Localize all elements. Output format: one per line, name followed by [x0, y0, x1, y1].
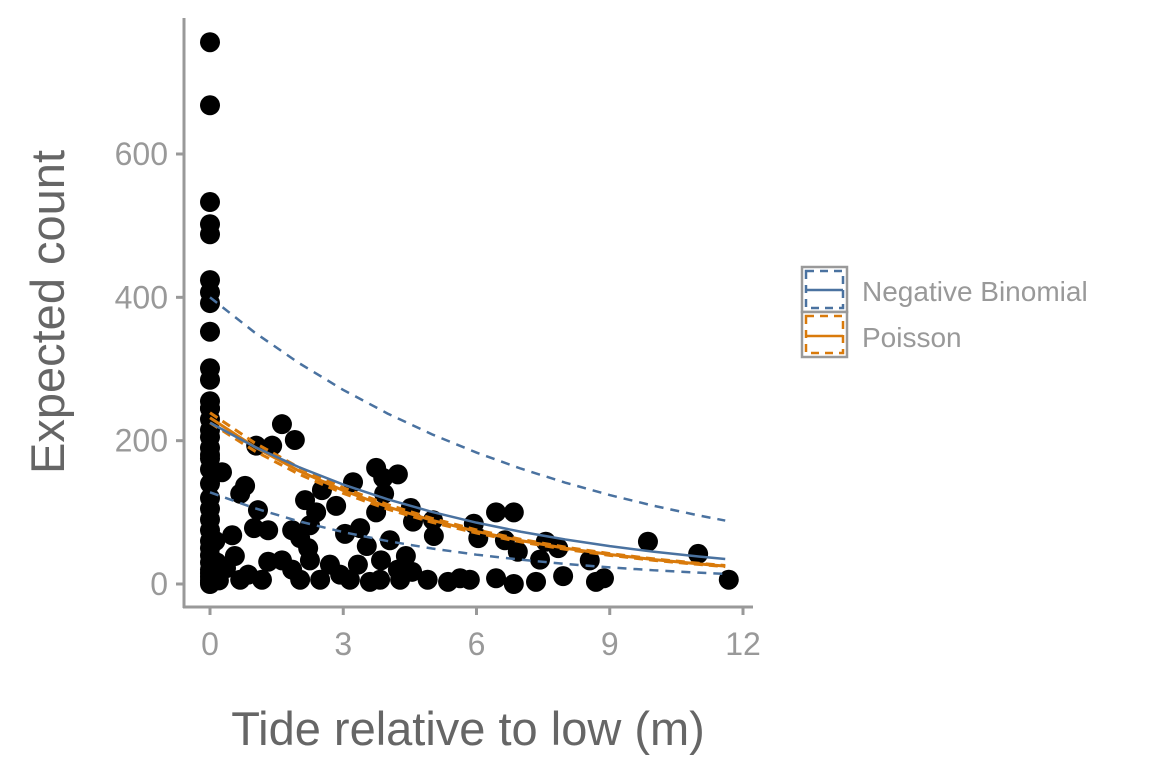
- legend-label-negative-binomial: Negative Binomial: [862, 276, 1088, 307]
- data-point: [718, 569, 739, 590]
- legend-label-poisson: Poisson: [862, 322, 962, 353]
- data-point: [395, 546, 416, 567]
- data-point: [579, 550, 600, 571]
- data-point: [486, 568, 507, 589]
- legend-key-negative-binomial: [800, 265, 849, 314]
- data-point: [688, 543, 709, 564]
- data-point: [222, 525, 243, 546]
- poisson-fit-line: [209, 416, 726, 568]
- data-point: [200, 445, 220, 465]
- data-point: [335, 523, 356, 544]
- data-point: [200, 398, 220, 419]
- negative-binomial-fit-line: [209, 421, 726, 561]
- data-point: [503, 502, 524, 523]
- data-point: [350, 518, 371, 539]
- data-point: [503, 574, 524, 594]
- data-point: [200, 321, 220, 342]
- ticks-layer: 0 3 6 9 12 0 200 400 600: [115, 136, 761, 662]
- data-point: [417, 569, 438, 590]
- x-tick-label: 12: [725, 626, 761, 662]
- data-point: [299, 550, 320, 571]
- negative-binomial-upper-ci-line: [209, 296, 726, 522]
- data-point: [387, 464, 408, 485]
- data-point: [371, 550, 392, 571]
- data-point: [200, 293, 220, 314]
- legend-key-poisson: [800, 310, 849, 359]
- y-tick-label: 200: [115, 423, 168, 459]
- data-point: [211, 462, 232, 483]
- data-point: [530, 549, 551, 570]
- data-point: [208, 570, 229, 591]
- data-point: [593, 568, 614, 589]
- data-point: [326, 495, 347, 516]
- data-point: [310, 569, 331, 590]
- data-point: [553, 566, 574, 587]
- data-point: [230, 483, 251, 504]
- data-point: [200, 224, 220, 245]
- points-layer: [200, 32, 739, 594]
- negative-binomial-lower-ci-line: [209, 491, 726, 576]
- y-tick-label: 600: [115, 136, 168, 172]
- data-point: [282, 520, 303, 541]
- y-tick-label: 400: [115, 279, 168, 315]
- data-point: [311, 480, 332, 501]
- data-point: [486, 502, 507, 523]
- data-point: [271, 414, 292, 435]
- data-point: [299, 515, 320, 536]
- x-tick-label: 6: [468, 626, 486, 662]
- data-point: [206, 552, 227, 573]
- data-point: [251, 569, 272, 590]
- x-tick-label: 9: [601, 626, 619, 662]
- data-point: [200, 192, 220, 213]
- data-point: [284, 429, 305, 450]
- x-tick-label: 3: [334, 626, 352, 662]
- data-point: [359, 571, 380, 592]
- data-point: [290, 569, 311, 590]
- legend: Negative Binomial Poisson: [800, 265, 1088, 359]
- data-point: [200, 369, 220, 390]
- data-point: [205, 531, 226, 551]
- x-tick-label: 0: [201, 626, 219, 662]
- data-point: [339, 569, 360, 590]
- curves-layer: [209, 296, 726, 576]
- data-point: [366, 502, 387, 523]
- data-point: [243, 518, 264, 539]
- data-point: [356, 536, 377, 557]
- data-point: [450, 568, 471, 589]
- data-point: [507, 541, 528, 562]
- data-point: [423, 525, 444, 546]
- data-point: [637, 531, 658, 552]
- data-point: [379, 530, 400, 551]
- x-axis-title: Tide relative to low (m): [231, 702, 705, 755]
- data-point: [200, 95, 220, 116]
- data-point: [526, 571, 547, 592]
- data-point: [347, 554, 368, 575]
- data-point: [390, 569, 411, 590]
- data-point: [200, 32, 220, 53]
- data-point: [230, 569, 251, 590]
- y-axis-title: Expected count: [21, 150, 74, 474]
- y-tick-label: 0: [150, 566, 168, 602]
